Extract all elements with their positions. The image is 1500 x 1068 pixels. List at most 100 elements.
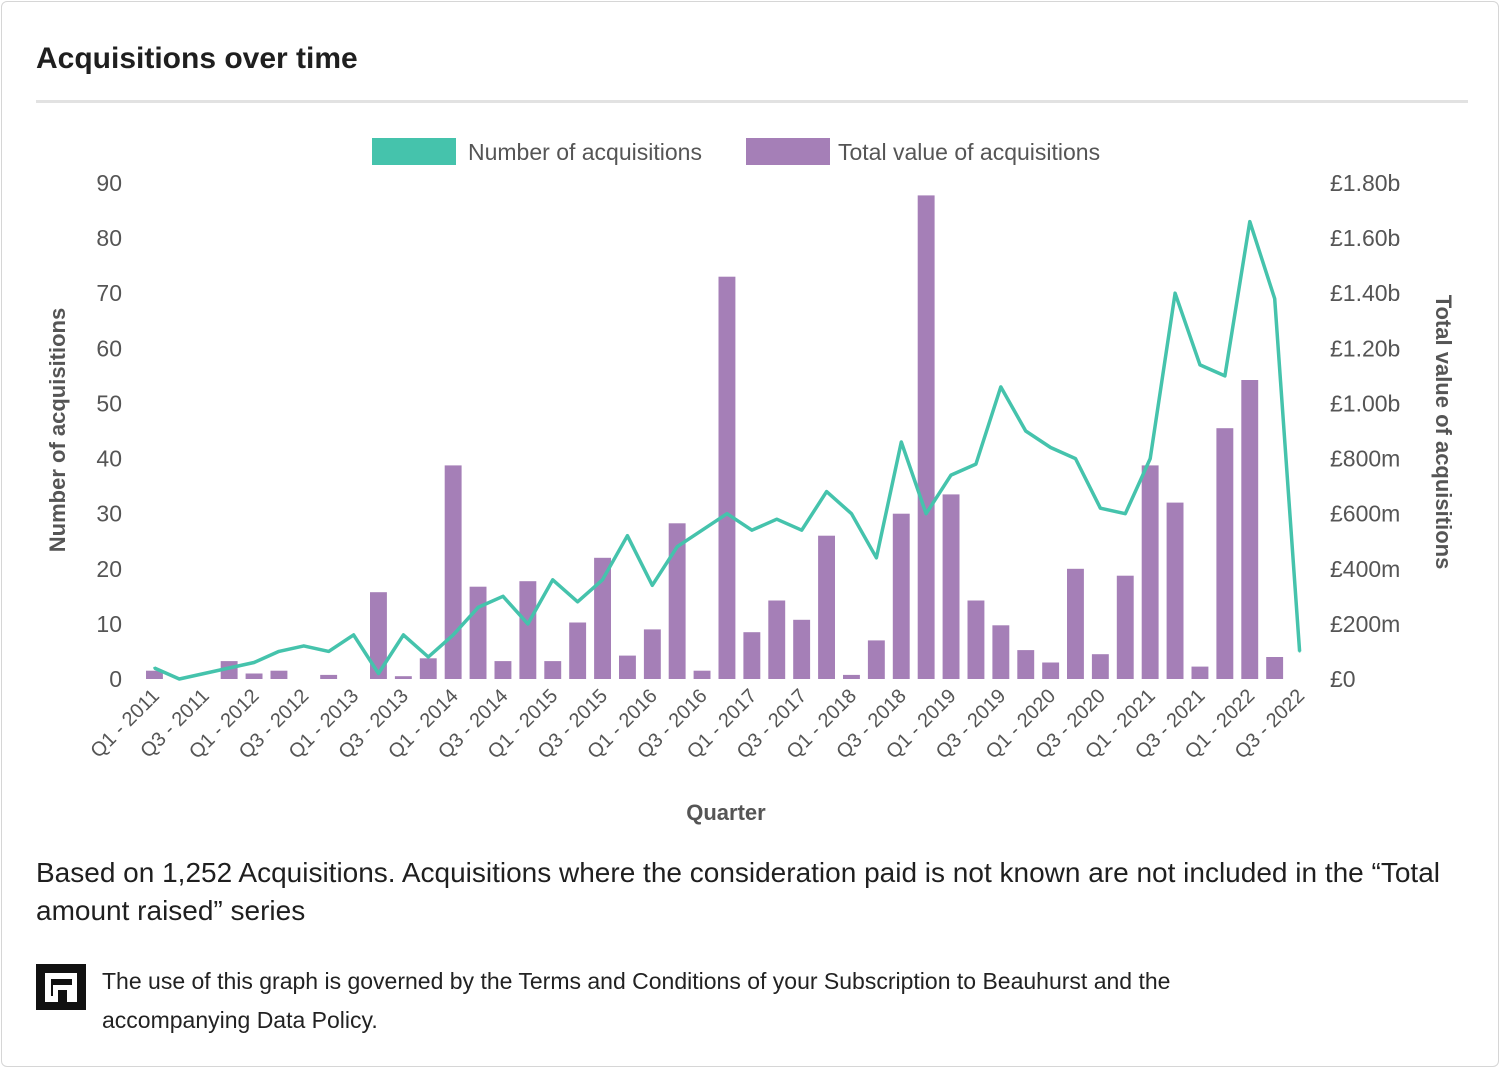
value-bar [469,586,487,679]
right-tick-label: £1.20b [1330,335,1400,361]
number-point [277,650,281,653]
value-bar [718,276,736,679]
value-bar [619,655,636,679]
value-bar [668,523,686,679]
left-tick-label: 80 [96,225,122,251]
number-point [551,578,554,581]
value-bar [1141,465,1159,679]
legend-label-value: Total value of acquisitions [838,139,1100,165]
number-point [576,600,579,603]
number-point [427,655,430,659]
value-bar [544,661,562,679]
right-axis-label: Total value of acquisitions [1431,295,1456,570]
number-point [626,534,629,537]
number-point [700,529,704,532]
number-point [1198,363,1202,367]
left-tick-label: 50 [96,390,122,416]
number-point [327,650,330,653]
value-bar [967,600,985,679]
title-divider [36,100,1468,103]
right-tick-label: £200m [1330,611,1400,637]
number-point [850,512,853,515]
number-point [1173,292,1177,295]
number-point [252,661,256,664]
right-tick-label: £1.60b [1330,225,1400,251]
number-point [476,606,480,609]
value-bar [1216,428,1234,679]
number-point [875,556,878,559]
value-bar [643,629,661,679]
left-tick-label: 10 [96,611,122,637]
right-tick-label: £1.40b [1330,280,1400,306]
number-point [1099,507,1102,510]
left-tick-label: 90 [96,170,122,196]
value-bar [743,632,761,679]
value-bar [519,581,537,679]
value-bar [867,640,885,679]
value-bar [1042,662,1060,679]
value-bar [917,195,935,679]
value-bar [245,673,263,679]
right-tick-label: £400m [1330,556,1400,582]
legend-label-number: Number of acquisitions [468,139,702,165]
left-tick-label: 70 [96,280,122,306]
acquisitions-chart: Number of acquisitions Total value of ac… [45,138,1456,825]
number-point [900,440,903,444]
number-point [1024,429,1027,433]
value-bar [793,619,811,679]
number-point [825,490,828,493]
value-bar [818,535,835,679]
value-bar [1091,654,1109,679]
number-point [974,462,978,466]
value-bar [892,513,910,679]
number-point [1074,457,1077,460]
chart-legend: Number of acquisitions Total value of ac… [372,138,1100,165]
number-point [1149,457,1152,460]
number-point [377,672,380,675]
value-bar [270,670,288,679]
beauhurst-logo [36,964,86,1010]
page-title: Acquisitions over time [36,42,358,75]
left-tick-label: 40 [96,446,122,472]
number-point [601,578,604,581]
number-point [302,644,305,648]
number-point [227,666,231,670]
value-bar [1191,666,1209,679]
value-bar [494,661,512,679]
number-point [725,512,729,515]
value-bar [1067,568,1084,679]
left-tick-label: 20 [96,556,122,582]
number-point [999,385,1002,389]
number-point [352,633,355,637]
value-bars [146,195,1284,679]
number-point [1248,220,1252,223]
number-point [501,595,505,598]
value-bar [942,494,960,679]
number-point [775,518,778,521]
value-bar [569,622,587,679]
left-axis-ticks: 0 10 20 30 40 50 60 70 80 90 [96,170,122,692]
footnote: Based on 1,252 Acquisitions. Acquisition… [36,857,1440,926]
value-bar [444,465,462,679]
left-axis-label: Number of acquisitions [45,308,70,552]
left-tick-label: 0 [109,666,122,692]
value-bar [1166,502,1184,679]
x-axis-label: Quarter [686,800,766,825]
number-point [651,584,654,587]
value-bar [992,625,1010,679]
value-bar [370,592,387,679]
number-point [949,473,953,477]
number-point [402,633,405,637]
value-bar [768,600,786,679]
number-point [800,529,803,532]
value-bar [146,670,163,679]
number-point [203,672,206,675]
right-tick-label: £1.00b [1330,390,1400,416]
value-bar [1017,650,1035,679]
right-axis-ticks: £0 £200m £400m £600m £800m £1.00b £1.20b £1.40b… [1330,170,1400,692]
value-bar [594,557,611,679]
value-bar [320,674,338,679]
number-point [1273,297,1276,300]
